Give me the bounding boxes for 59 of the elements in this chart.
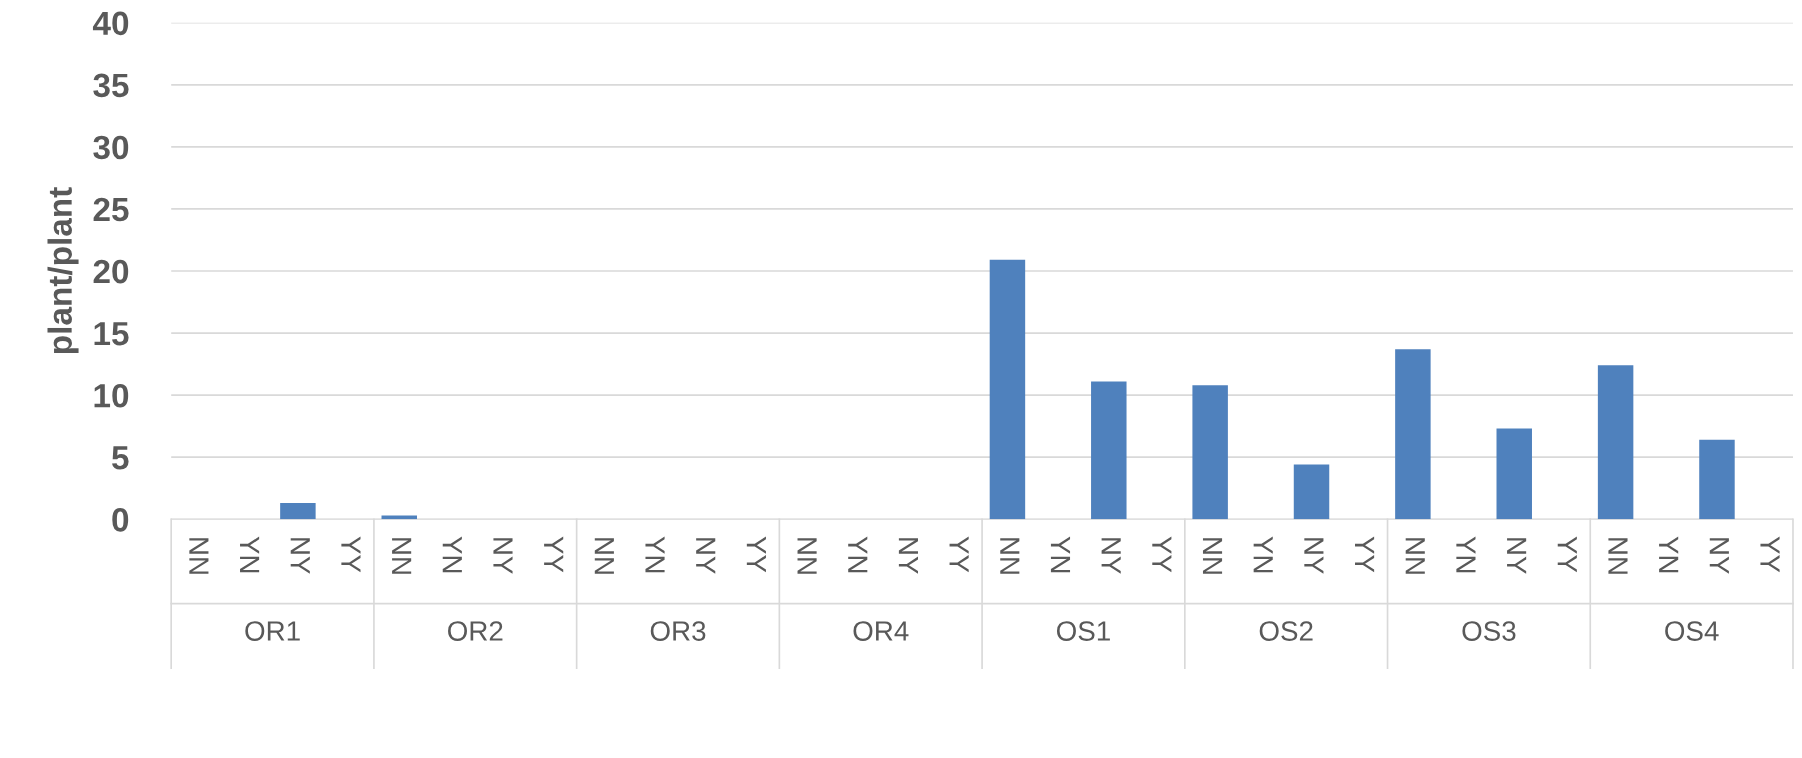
bar: [1597, 365, 1634, 520]
y-tick-label: 25: [93, 197, 129, 222]
x-tick-label: YN: [1050, 536, 1071, 573]
bar: [1699, 439, 1735, 520]
bar: [280, 503, 316, 520]
text: OS1: [1056, 621, 1110, 641]
text: OS4: [1665, 621, 1719, 641]
x-tick-label: NN: [1608, 538, 1628, 574]
x-tick-label: NY: [493, 538, 513, 574]
x-tick-label: NN: [594, 538, 614, 574]
text: OR3: [650, 621, 706, 641]
y-tick-label: 30: [93, 135, 129, 160]
x-tick-label: NN: [1000, 538, 1020, 574]
x-tick-label: YN: [848, 536, 868, 573]
y-tick-label: 20: [93, 259, 129, 284]
text: OR4: [853, 621, 909, 641]
x-tick-label: YN: [645, 536, 665, 573]
text: OR2: [448, 621, 503, 641]
x-tick-label: NY: [290, 538, 310, 574]
x-tick-label: NY: [696, 538, 716, 574]
x-tick-label: NY: [898, 538, 918, 574]
y-tick-label: 15: [94, 322, 129, 346]
x-tick-label: YY: [1760, 536, 1780, 573]
x-tick-label: NN: [392, 538, 412, 574]
x-tick-label: YY: [341, 536, 361, 573]
x-tick-label: NN: [797, 538, 817, 574]
text: OR1: [245, 621, 300, 641]
x-tick-label: YY: [1355, 536, 1375, 573]
y-tick-label: 5: [112, 446, 129, 470]
y-tick-label: 10: [94, 383, 129, 408]
x-tick-label: YY: [1152, 536, 1172, 573]
y-tick-label: 0: [112, 508, 129, 532]
x-tick-label: YY: [1557, 536, 1577, 573]
bar: [989, 259, 1026, 520]
x-tick-label: YN: [1456, 536, 1476, 573]
y-tick-label: 35: [93, 73, 129, 98]
x-tick-label: NN: [1202, 538, 1223, 574]
x-tick-label: YN: [1659, 536, 1679, 573]
x-tick-label: NY: [1709, 538, 1729, 574]
x-tick-label: NN: [1405, 538, 1425, 574]
text: OS3: [1462, 621, 1516, 641]
bar: [1192, 385, 1228, 520]
x-tick-label: YY: [949, 536, 969, 573]
x-tick-label: NY: [1304, 538, 1324, 574]
x-tick-label: YN: [240, 536, 260, 573]
bar: [1496, 428, 1532, 520]
bar: [1395, 349, 1431, 520]
x-tick-label: NY: [1507, 538, 1527, 574]
bar: [1091, 381, 1127, 520]
x-tick-label: YY: [544, 536, 564, 573]
x-tick-label: YN: [442, 536, 462, 573]
x-tick-label: NY: [1101, 538, 1121, 574]
text: OS2: [1259, 621, 1313, 641]
y-axis-title: plant/plant: [47, 187, 79, 354]
y-tick-label: 40: [92, 11, 129, 36]
x-tick-label: YY: [746, 536, 766, 573]
x-tick-label: YN: [1253, 536, 1273, 573]
x-tick-label: NN: [189, 538, 209, 574]
bar: [1293, 464, 1330, 520]
